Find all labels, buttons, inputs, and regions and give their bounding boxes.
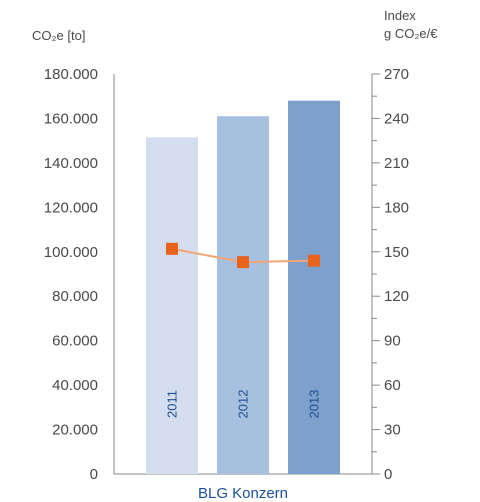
left-tick-label: 180.000	[44, 66, 98, 83]
left-tick-label: 140.000	[44, 155, 98, 172]
left-tick-label: 0	[90, 466, 98, 483]
right-tick-label: 120	[384, 288, 409, 305]
bar-year-label: 2011	[165, 390, 180, 418]
right-tick-label: 180	[384, 199, 409, 216]
bar-2013	[288, 100, 340, 475]
bar-year-label: 2013	[307, 390, 322, 419]
bar-year-label: 2012	[236, 390, 251, 419]
right-axis-label-line1: Index	[384, 8, 416, 23]
right-tick-label: 210	[384, 155, 409, 172]
left-tick-label: 60.000	[52, 333, 98, 350]
index-marker-2011	[166, 242, 178, 255]
left-tick-label: 80.000	[52, 288, 98, 305]
left-tick-label: 20.000	[52, 422, 98, 439]
right-tick-label: 150	[384, 244, 409, 261]
right-tick-label: 90	[384, 333, 401, 350]
left-tick-label: 160.000	[44, 110, 98, 127]
left-tick-label: 120.000	[44, 199, 98, 216]
right-tick-label: 30	[384, 422, 401, 439]
left-tick-label: 100.000	[44, 244, 98, 261]
left-tick-label: 40.000	[52, 377, 98, 394]
index-marker-2013	[308, 254, 320, 267]
category-label: BLG Konzern	[198, 485, 288, 502]
right-tick-label: 270	[384, 66, 409, 83]
right-tick-label: 0	[384, 466, 392, 483]
bar-2011	[146, 137, 198, 475]
right-axis-label-line2: g CO₂e/€	[384, 26, 438, 41]
right-tick-label: 240	[384, 110, 409, 127]
index-marker-2012	[237, 256, 249, 269]
bar-2012	[217, 116, 269, 474]
right-tick-label: 60	[384, 377, 401, 394]
left-axis-label: CO₂e [to]	[32, 28, 85, 43]
